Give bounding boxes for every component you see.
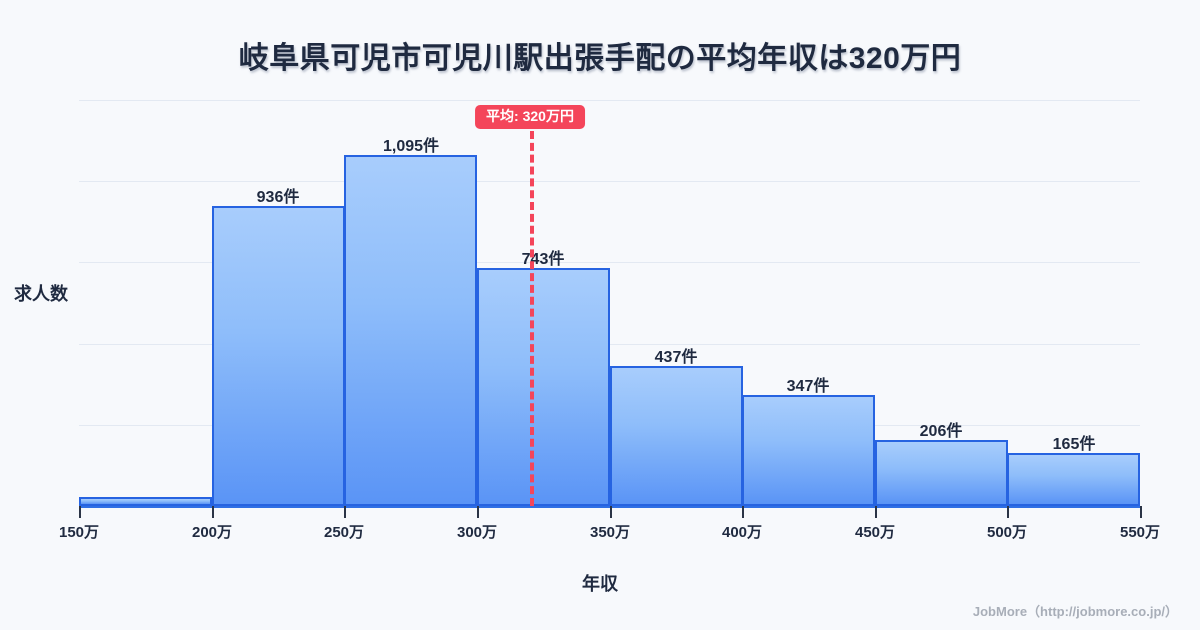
bar (212, 206, 345, 506)
average-line (530, 131, 534, 506)
bar (610, 366, 743, 506)
x-axis-title: 年収 (582, 574, 618, 594)
x-axis-tick (79, 506, 81, 518)
x-axis-tick-label: 450万 (854, 524, 896, 541)
bar (477, 268, 610, 506)
x-axis-line (79, 506, 1140, 508)
bar-value-label: 437件 (654, 349, 698, 366)
bar-value-label: 165件 (1052, 436, 1096, 453)
footer-credit: JobMore（http://jobmore.co.jp/） (972, 604, 1178, 619)
x-axis-tick (1007, 506, 1009, 518)
gridline (79, 262, 1140, 263)
x-axis-tick (212, 506, 214, 518)
bar (742, 395, 875, 506)
gridline (79, 181, 1140, 182)
bar (79, 497, 212, 506)
x-axis-tick (742, 506, 744, 518)
x-axis-tick-label: 150万 (58, 524, 100, 541)
x-axis-tick-label: 250万 (323, 524, 365, 541)
x-axis-tick (344, 506, 346, 518)
bar-value-label: 743件 (521, 251, 565, 268)
x-axis-tick (875, 506, 877, 518)
x-axis-tick (477, 506, 479, 518)
x-axis-tick-label: 400万 (721, 524, 763, 541)
x-axis-tick-label: 300万 (456, 524, 498, 541)
bar-value-label: 206件 (919, 423, 963, 440)
bar-value-label: 1,095件 (382, 138, 440, 155)
x-axis-tick (1140, 506, 1142, 518)
average-badge: 平均: 320万円 (475, 105, 585, 130)
bar-value-label: 936件 (256, 189, 300, 206)
x-axis-tick-label: 500万 (986, 524, 1028, 541)
bar-value-label: 347件 (786, 378, 830, 395)
x-axis-tick-label: 350万 (589, 524, 631, 541)
gridline (79, 100, 1140, 101)
y-axis-title: 求人数 (14, 284, 68, 304)
bar (1007, 453, 1140, 506)
bar (875, 440, 1008, 506)
page-title: 岐阜県可児市可児川駅出張手配の平均年収は320万円 (238, 42, 962, 75)
x-axis-tick (610, 506, 612, 518)
x-axis-tick-label: 200万 (191, 524, 233, 541)
bar (344, 155, 477, 506)
x-axis-tick-label: 550万 (1119, 524, 1161, 541)
